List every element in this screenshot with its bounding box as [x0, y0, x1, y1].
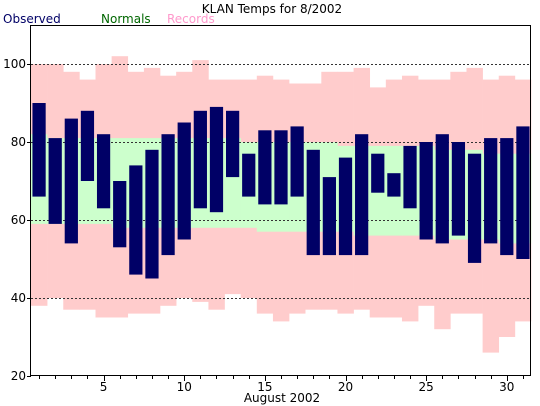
y-tick-label: 20	[11, 369, 26, 383]
legend-normals: Normals	[101, 12, 151, 26]
observed-bar	[258, 130, 272, 205]
y-tick-label: 60	[11, 213, 26, 227]
x-tick-label: 30	[499, 380, 514, 394]
observed-bar	[387, 173, 401, 197]
observed-bar	[274, 130, 288, 205]
observed-bar	[371, 153, 385, 193]
observed-bar	[355, 134, 369, 256]
x-axis-ticks: 5 10 15 20 25 30	[39, 376, 524, 394]
x-tick-label: 5	[100, 380, 108, 394]
observed-bar	[242, 153, 256, 197]
chart-title: KLAN Temps for 8/2002	[202, 2, 342, 16]
observed-bar	[64, 118, 78, 244]
observed-bar	[500, 138, 514, 256]
observed-bar	[322, 177, 336, 256]
x-axis-label: August 2002	[244, 391, 320, 405]
observed-bar	[484, 138, 498, 244]
y-tick-label: 40	[11, 291, 26, 305]
observed-bar	[403, 145, 417, 209]
observed-bar	[161, 134, 175, 256]
observed-bar	[467, 153, 482, 263]
observed-bar	[96, 134, 111, 209]
y-axis-ticks: 20 40 60 80 100	[3, 57, 31, 383]
observed-bar	[80, 110, 95, 181]
legend-observed: Observed	[3, 12, 61, 26]
observed-bar	[516, 126, 530, 260]
observed-bar	[48, 138, 62, 224]
observed-bar	[209, 106, 224, 213]
observed-bar	[451, 142, 466, 236]
observed-bar	[306, 149, 320, 256]
observed-bar	[226, 110, 240, 178]
observed-bar	[113, 181, 127, 248]
y-tick-label: 80	[11, 135, 26, 149]
y-tick-label: 100	[3, 57, 26, 71]
x-tick-label: 25	[419, 380, 434, 394]
observed-bar	[338, 157, 353, 256]
legend-records: Records	[167, 12, 215, 26]
observed-bar	[435, 134, 449, 244]
observed-bar	[177, 122, 191, 240]
x-tick-label: 20	[338, 380, 353, 394]
observed-bar	[145, 149, 159, 279]
x-tick-label: 15	[257, 380, 272, 394]
observed-bars	[32, 103, 530, 279]
observed-bar	[32, 103, 46, 197]
plot-frame	[30, 25, 531, 376]
observed-bar	[129, 165, 143, 275]
observed-bar	[290, 126, 304, 197]
x-tick-label: 10	[177, 380, 192, 394]
observed-bar	[419, 142, 433, 240]
observed-bar	[193, 110, 207, 209]
